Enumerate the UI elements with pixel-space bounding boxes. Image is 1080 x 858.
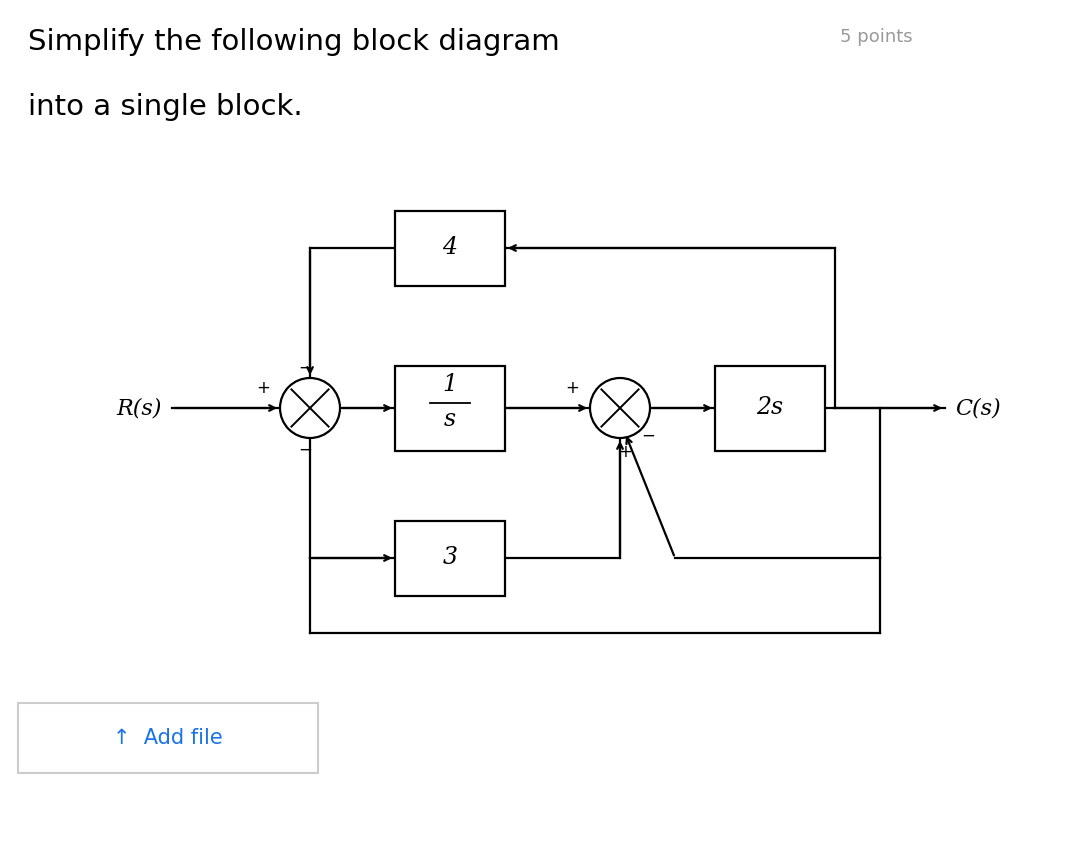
Text: 4: 4 [443, 237, 458, 259]
Text: 3: 3 [443, 547, 458, 570]
Bar [395, 210, 505, 286]
Text: C(s): C(s) [955, 397, 1001, 419]
Text: s: s [444, 408, 456, 431]
Text: 1: 1 [443, 373, 458, 396]
Circle shape [280, 378, 340, 438]
Bar [18, 703, 318, 773]
Bar [715, 366, 825, 450]
Text: +: + [256, 379, 270, 397]
Text: into a single block.: into a single block. [28, 93, 302, 121]
Text: 5 points: 5 points [840, 28, 913, 46]
Text: +: + [618, 443, 632, 461]
Bar [395, 521, 505, 595]
Text: 2s: 2s [756, 396, 784, 420]
Text: R(s): R(s) [117, 397, 162, 419]
Text: −: − [298, 359, 312, 377]
Circle shape [590, 378, 650, 438]
Text: Simplify the following block diagram: Simplify the following block diagram [28, 28, 559, 56]
Text: −: − [642, 427, 654, 445]
Text: ↑  Add file: ↑ Add file [113, 728, 222, 748]
Text: +: + [565, 379, 579, 397]
Bar [395, 366, 505, 450]
Text: −: − [298, 441, 312, 459]
